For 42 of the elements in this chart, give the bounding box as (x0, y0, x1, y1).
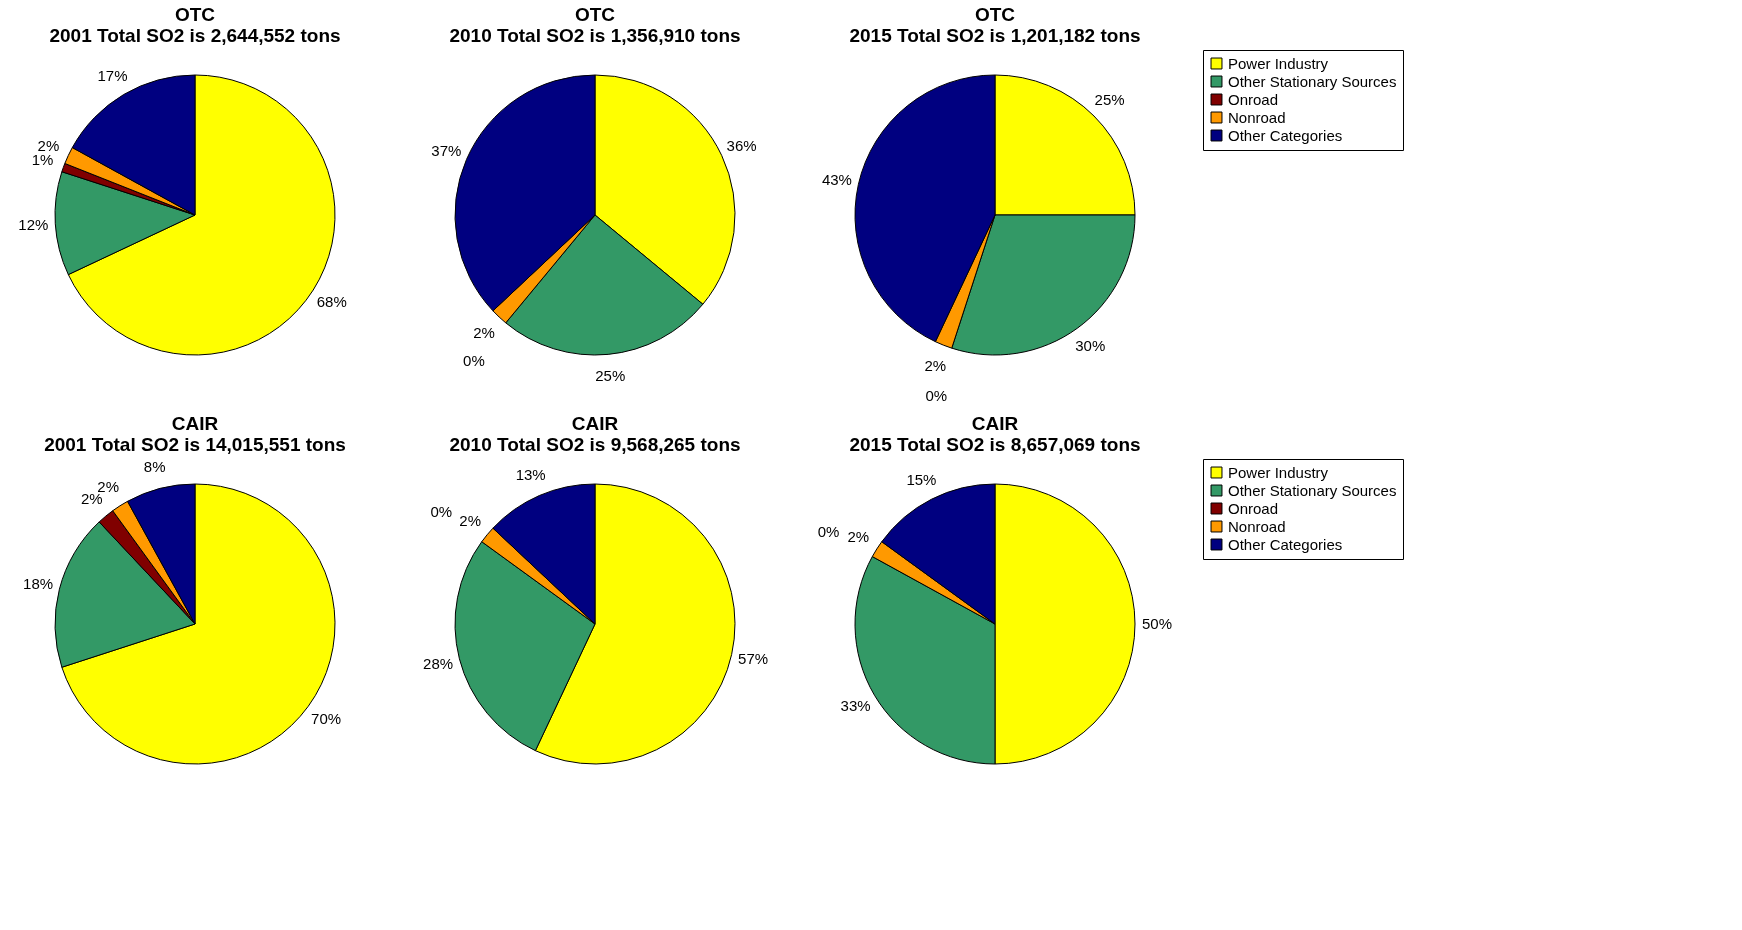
data-label: 25% (595, 367, 626, 385)
data-label: 37% (431, 141, 462, 159)
legend-label: Other Stationary Sources (1228, 481, 1397, 499)
data-label: 12% (18, 216, 49, 234)
data-label: 33% (840, 697, 871, 715)
data-label: 57% (738, 650, 769, 668)
legend-label: Onroad (1228, 499, 1279, 517)
data-label: 36% (726, 137, 757, 155)
legend-label: Power Industry (1228, 463, 1329, 481)
legend-label: Other Stationary Sources (1228, 72, 1397, 90)
data-label: 50% (1141, 615, 1173, 632)
data-label: 2% (473, 324, 495, 342)
chart-title: CAIR 2010 Total SO2 is 9,568,265 tons (449, 413, 741, 455)
data-label: 2% (847, 528, 870, 546)
data-label: 25% (1094, 91, 1125, 109)
data-label: 8% (143, 458, 166, 476)
data-label: 28% (423, 655, 454, 673)
data-label: 30% (1075, 337, 1106, 355)
legend-label: Nonroad (1228, 517, 1286, 535)
legend-label: Power Industry (1228, 54, 1329, 72)
data-label: 2% (924, 356, 947, 374)
text: 0% (430, 503, 453, 521)
text: 0% (463, 352, 485, 370)
text: 0% (817, 523, 840, 541)
text: 0% (925, 386, 948, 404)
data-label: 18% (23, 574, 54, 592)
legend-label: Onroad (1228, 90, 1279, 108)
data-label: 43% (821, 170, 852, 188)
legend-label: Other Categories (1228, 126, 1343, 144)
data-label: 15% (906, 470, 937, 488)
data-label: 68% (316, 292, 347, 310)
legend-label: Other Categories (1228, 535, 1343, 553)
chart-title: OTC 2015 Total SO2 is 1,201,182 tons (849, 3, 1141, 46)
chart-title: OTC 2001 Total SO2 is 2,644,552 tons (49, 4, 341, 46)
data-label: 13% (515, 466, 546, 484)
legend-label: Nonroad (1228, 108, 1286, 126)
chart-title: CAIR 2015 Total SO2 is 8,657,069 tons (849, 412, 1141, 455)
chart-title: CAIR 2001 Total SO2 is 14,015,551 tons (44, 413, 346, 455)
chart-title: OTC 2010 Total SO2 is 1,356,910 tons (449, 4, 741, 46)
data-label: 17% (97, 66, 128, 84)
data-label: 70% (311, 710, 342, 728)
data-label: 2% (459, 511, 482, 529)
